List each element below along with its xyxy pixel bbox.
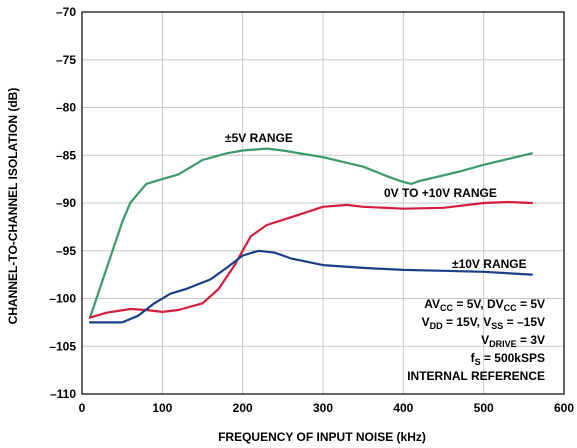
condition-vdrive: VDRIVE = 3V	[481, 333, 545, 349]
condition-supply-av-dv: AVCC = 5V, DVCC = 5V	[424, 297, 545, 313]
x-tick-label: 0	[79, 401, 86, 415]
x-tick-label: 500	[474, 401, 494, 415]
x-axis-title: FREQUENCY OF INPUT NOISE (kHz)	[218, 430, 426, 444]
y-axis-title: CHANNEL-TO-CHANNEL ISOLATION (dB)	[6, 88, 20, 325]
y-tick-label: –80	[56, 101, 76, 115]
condition-supply-vdd-vss: VDD = 15V, VSS = –15V	[422, 315, 545, 331]
y-tick-label: –70	[56, 5, 76, 19]
y-tick-label: –110	[50, 387, 76, 401]
y-tick-label: –105	[49, 339, 76, 353]
series-line-1	[88, 200, 533, 319]
y-tick-label: –85	[56, 148, 76, 162]
plot-frame	[81, 11, 565, 395]
series-line-2	[88, 249, 533, 324]
y-tick-label: –75	[56, 53, 76, 67]
series-label-5v-range: ±5V RANGE	[225, 131, 293, 145]
y-tick-label: –95	[56, 244, 76, 258]
x-tick-label: 600	[554, 401, 574, 415]
condition-reference: INTERNAL REFERENCE	[407, 369, 545, 383]
x-tick-label: 200	[233, 401, 253, 415]
x-tick-label: 400	[393, 401, 413, 415]
series-line-0	[88, 147, 533, 319]
series-label-10v-range: ±10V RANGE	[452, 257, 527, 271]
x-tick-label: 100	[152, 401, 172, 415]
y-tick-label: –100	[49, 292, 76, 306]
x-tick-labels: 0 100 200 300 400 500 600	[79, 401, 575, 415]
x-tick-label: 300	[313, 401, 333, 415]
condition-sample-rate: fS = 500kSPS	[471, 351, 545, 367]
y-tick-label: –90	[56, 196, 76, 210]
y-tick-labels: –70 –75 –80 –85 –90 –95 –100 –105 –110	[49, 5, 76, 401]
conditions-annotation: AVCC = 5V, DVCC = 5V VDD = 15V, VSS = –1…	[407, 297, 545, 383]
grid	[81, 11, 565, 395]
series-layer	[88, 147, 533, 324]
series-label-0v-to-10v-range: 0V TO +10V RANGE	[384, 186, 497, 200]
